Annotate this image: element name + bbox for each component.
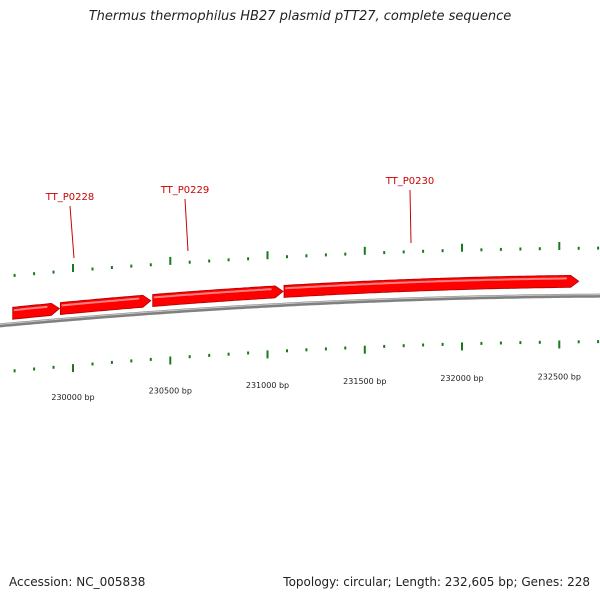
upper-tick-track [13,242,600,277]
gene-label[interactable]: TT_P0228 [45,192,95,203]
gene-arrow[interactable] [60,294,152,316]
axis-position-label: 231000 bp [246,381,289,390]
gene-labels: TT_P0228 TT_P0229 TT_P0230 [45,176,435,259]
backbone-highlight [0,294,600,325]
axis-position-label: 232000 bp [440,374,483,383]
axis-position-label: 230000 bp [51,393,94,402]
gene-track [12,275,580,320]
backbone-line [0,293,600,328]
map-title: Thermus thermophilus HB27 plasmid pTT27,… [88,9,512,24]
gene-label[interactable]: TT_P0230 [385,176,435,187]
gene-leader-line [69,205,75,259]
axis-position-label: 231500 bp [343,377,386,386]
backbone-track [0,293,600,328]
gene-arrow[interactable] [283,275,580,298]
gene-label[interactable]: TT_P0229 [160,185,210,196]
gene-arrow[interactable] [152,285,284,307]
axis-position-label: 232500 bp [538,372,581,381]
gene-arrow[interactable] [12,302,61,320]
lower-tick-track [13,340,600,373]
axis-position-label: 230500 bp [149,386,192,395]
accession-text: Accession: NC_005838 [9,575,146,589]
sequence-summary-text: Topology: circular; Length: 232,605 bp; … [283,575,590,589]
gene-leader-line [184,198,189,252]
axis-labels: 230000 bp 230500 bp 231000 bp 231500 bp 2320… [51,372,581,402]
gene-leader-line [409,189,412,244]
